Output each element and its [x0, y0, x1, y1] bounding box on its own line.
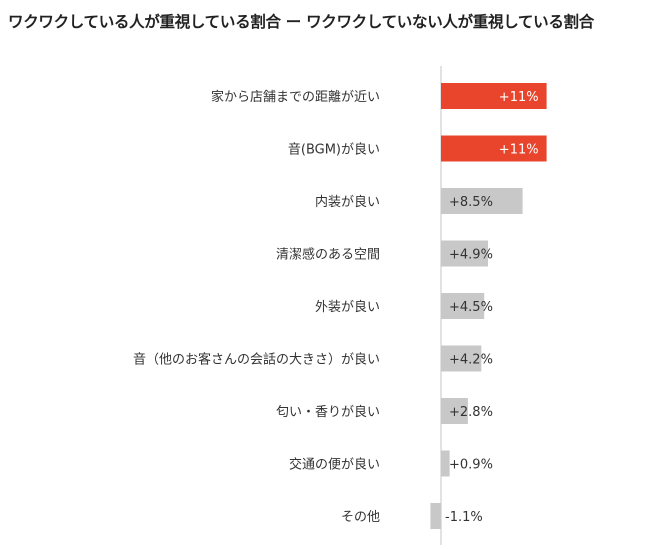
category-label: 音(BGM)が良い — [288, 142, 380, 158]
value-label: +2.8% — [449, 405, 493, 420]
bar — [441, 345, 482, 372]
bar — [441, 188, 523, 214]
value-label: +0.9% — [449, 458, 493, 473]
bar — [441, 293, 485, 319]
value-label: +11% — [499, 90, 539, 105]
bar — [441, 398, 468, 424]
category-label: 交通の便が良い — [289, 457, 380, 473]
category-label: 匂い・香りが良い — [276, 404, 380, 420]
category-label: 音（他のお客さんの会話の大きさ）が良い — [133, 352, 380, 368]
bar — [430, 503, 441, 529]
category-label: 内装が良い — [315, 194, 380, 210]
value-label: +11% — [499, 143, 539, 158]
category-label: 家から店舗までの距離が近い — [211, 89, 380, 105]
bar-highlight — [441, 83, 547, 109]
bar — [441, 450, 450, 477]
category-label: 清潔感のある空間 — [276, 247, 380, 263]
value-label: +4.9% — [449, 248, 493, 263]
bar — [441, 240, 489, 267]
value-label: -1.1% — [445, 510, 483, 525]
value-label: +4.2% — [449, 353, 493, 368]
chart-title: ワクワクしている人が重視している割合 ー ワクワクしていない人が重視している割合 — [8, 13, 594, 31]
value-label: +4.5% — [449, 300, 493, 315]
category-label: その他 — [341, 510, 380, 525]
value-label: +8.5% — [449, 195, 493, 210]
category-label: 外装が良い — [315, 299, 380, 315]
bar-highlight — [441, 135, 547, 162]
